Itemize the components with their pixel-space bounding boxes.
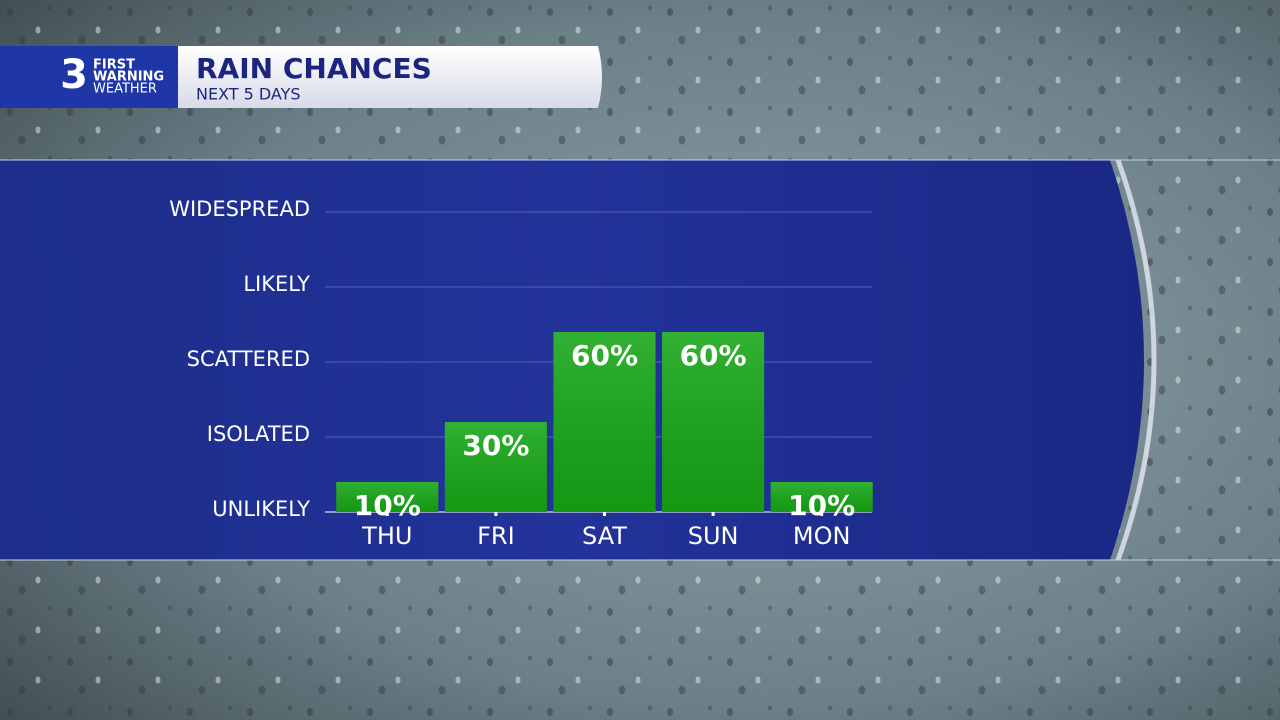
logo-block [0, 46, 178, 108]
y-tick-label: UNLIKELY [212, 497, 310, 521]
chart-title: RAIN CHANCES [196, 52, 432, 85]
value-label: 10% [354, 489, 421, 522]
bar-shade [770, 482, 873, 512]
logo-number: 3 [60, 52, 88, 98]
chart-subtitle: NEXT 5 DAYS [196, 85, 301, 104]
bar-shade [444, 422, 547, 512]
bar-shade [662, 332, 765, 512]
value-label: 30% [462, 429, 529, 462]
y-tick-label: ISOLATED [207, 422, 310, 446]
x-tick-label: SUN [688, 522, 739, 550]
logo-text: WEATHER [93, 82, 157, 97]
panel-edge [1115, 159, 1157, 561]
value-label: 60% [571, 339, 638, 372]
y-tick-label: LIKELY [243, 272, 310, 296]
bar-shade [553, 332, 656, 512]
header-banner [178, 46, 602, 108]
value-label: 60% [680, 339, 747, 372]
y-tick-label: SCATTERED [187, 347, 310, 371]
x-tick-label: SAT [582, 522, 627, 550]
y-tick-label: WIDESPREAD [169, 197, 310, 221]
x-tick-label: MON [793, 522, 851, 550]
bar-shade [336, 482, 439, 512]
logo-text: WARNING [93, 70, 164, 85]
x-tick-label: FRI [477, 522, 515, 550]
logo-text: FIRST [93, 58, 135, 73]
x-tick-label: THU [361, 522, 412, 550]
value-label: 10% [788, 489, 855, 522]
